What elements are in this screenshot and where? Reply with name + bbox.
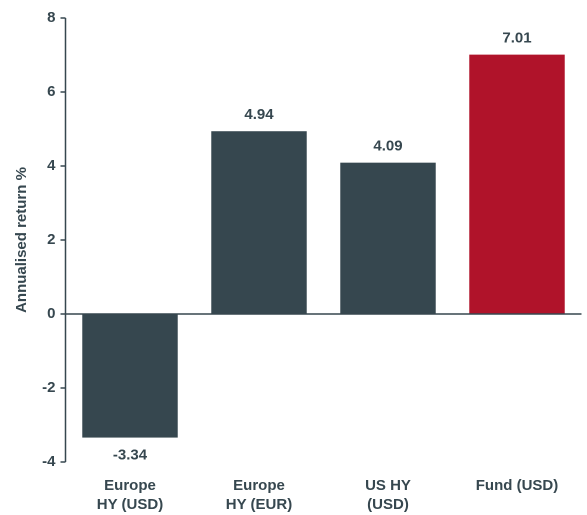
y-axis-label: Annualised return %	[13, 167, 30, 313]
y-tick-label: 6	[47, 83, 55, 100]
y-tick-label: 8	[47, 9, 55, 26]
value-label: -3.34	[113, 447, 148, 464]
bar	[340, 162, 436, 314]
bar	[469, 54, 565, 314]
y-tick-label: 0	[47, 305, 55, 322]
x-tick-label: US HY (USD)	[365, 477, 411, 513]
y-tick-label: 2	[47, 231, 55, 248]
bar	[211, 131, 307, 314]
y-tick-label: -4	[42, 453, 56, 470]
x-tick-label: Europe HY (EUR)	[226, 477, 292, 513]
bar	[82, 314, 178, 438]
x-tick-label: Fund (USD)	[476, 477, 558, 494]
value-label: 4.09	[373, 138, 402, 155]
value-label: 7.01	[502, 30, 531, 47]
x-tick-label: Europe HY (USD)	[97, 477, 163, 513]
y-tick-label: -2	[42, 379, 55, 396]
y-tick-label: 4	[47, 157, 56, 174]
value-label: 4.94	[244, 106, 274, 123]
